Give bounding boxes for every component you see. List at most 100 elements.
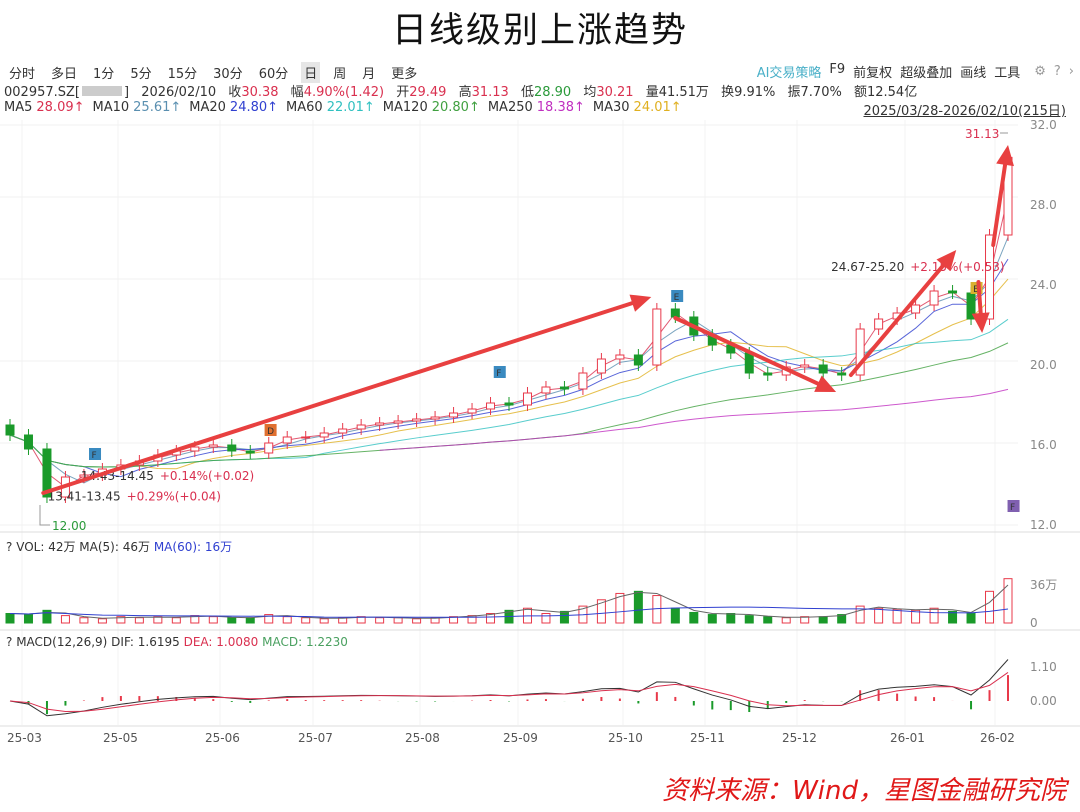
macd-header: ? MACD(12,26,9) DIF: 1.6195 DEA: 1.0080 … <box>6 635 348 649</box>
high-price-label: 31.13 <box>965 127 999 141</box>
candle-body <box>929 290 939 306</box>
x-axis-tick: 25-03 <box>7 731 42 745</box>
volume-bar <box>23 614 33 624</box>
candle-body <box>578 372 588 390</box>
signal-marker-label: E <box>674 293 680 303</box>
candle-body <box>486 402 496 410</box>
quote-line: 002957.SZ[] 2026/02/10 收30.38 幅4.90%(1.4… <box>4 85 918 100</box>
macd-axis-tick: 0.00 <box>1030 694 1057 708</box>
toolbar-item[interactable]: 画线 <box>960 66 987 81</box>
ma-label: MA20 <box>189 100 226 115</box>
toolbar-item[interactable]: 前复权 <box>853 66 893 81</box>
candle-body <box>744 352 754 374</box>
period-tab[interactable]: 更多 <box>391 67 418 82</box>
range-annotation: 14.43-14.45 +0.14%(+0.02) <box>81 469 254 483</box>
volume-bar <box>79 617 89 624</box>
range-annotation: 13.41-13.45 +0.29%(+0.04) <box>48 489 221 503</box>
period-tab[interactable]: 月 <box>362 67 376 82</box>
candle-body <box>282 436 292 444</box>
period-tab[interactable]: 分时 <box>9 67 36 82</box>
candle-body <box>948 290 958 294</box>
volume-bar <box>763 616 773 624</box>
volume-bar <box>615 592 625 624</box>
ma-value: 20.80↑ <box>431 100 480 115</box>
trend-arrow-head <box>936 250 957 272</box>
volume-ma60-line <box>9 606 1009 618</box>
period-tab[interactable]: 15分 <box>167 67 198 82</box>
ma-label: MA60 <box>286 100 323 115</box>
range-annotation: 24.67-25.20 +2.15%(+0.53) <box>831 260 1004 274</box>
candle-body <box>449 412 459 418</box>
volume-bar <box>874 607 884 624</box>
volume-bar <box>818 616 828 624</box>
toolbar-items: AI交易策略 F9 前复权 超级叠加 画线 工具 <box>757 62 1021 81</box>
x-axis-tick: 25-07 <box>298 731 333 745</box>
source-note: 资料来源：Wind，星图金融研究院 <box>662 776 1066 806</box>
signal-marker-label: F <box>92 451 97 461</box>
volume-bar <box>929 607 939 624</box>
help-icon[interactable]: ? <box>1053 64 1061 79</box>
candle-body <box>430 416 440 420</box>
trend-arrow <box>848 263 946 377</box>
toolbar-item[interactable]: 超级叠加 <box>900 66 953 81</box>
close-value: 30.38 <box>241 85 279 100</box>
trend-arrow-head <box>996 145 1014 167</box>
period-tab[interactable]: 60分 <box>258 67 289 82</box>
volume-value: 量41.51万 <box>645 85 709 100</box>
ma-value: 18.38↑ <box>536 100 585 115</box>
ma-value: 22.01↑ <box>326 100 375 115</box>
toolbar-item[interactable]: 工具 <box>994 66 1021 81</box>
x-axis-tick: 25-11 <box>690 731 725 745</box>
macd-dif-line <box>9 659 1009 717</box>
trend-arrow <box>976 280 983 316</box>
period-tab[interactable]: 1分 <box>93 67 115 82</box>
ma-value: 28.09↑ <box>36 100 85 115</box>
candle-body <box>911 304 921 314</box>
period-tab[interactable]: 5分 <box>130 67 152 82</box>
volume-bar <box>449 616 459 624</box>
signal-marker-label: D <box>267 427 274 437</box>
price-axis-tick: 20.0 <box>1030 358 1057 372</box>
gear-icon[interactable]: ⚙ <box>1034 64 1046 79</box>
stock-code: 002957.SZ[] <box>4 85 130 100</box>
candle-body <box>375 422 385 426</box>
period-tab[interactable]: 日 <box>301 62 321 83</box>
price-axis-tick: 32.0 <box>1030 118 1057 132</box>
signal-marker <box>671 290 684 302</box>
volume-axis-tick: 0 <box>1030 616 1038 630</box>
candle-body <box>874 318 884 330</box>
candle-body <box>42 448 52 498</box>
volume-bar <box>116 616 126 624</box>
x-axis-tick: 26-02 <box>980 731 1015 745</box>
page-title: 日线级别上涨趋势 <box>391 11 688 51</box>
volume-bar <box>985 590 995 624</box>
signal-marker-label: E <box>973 285 979 295</box>
ma-line <box>9 278 1009 470</box>
chevron-right-icon[interactable]: › <box>1068 64 1074 79</box>
volume-bar <box>97 618 107 624</box>
signal-marker <box>493 366 506 378</box>
toolbar-item[interactable]: AI交易策略 <box>756 66 822 81</box>
volume-bar <box>781 617 791 624</box>
x-axis-tick: 25-10 <box>608 731 643 745</box>
x-axis-tick: 25-06 <box>205 731 240 745</box>
period-tab[interactable]: 30分 <box>213 67 243 82</box>
candle-body <box>5 424 15 436</box>
candle-body <box>837 372 847 376</box>
period-tab[interactable]: 周 <box>333 67 347 82</box>
trend-arrow <box>673 316 820 386</box>
date-range-selector[interactable]: 2025/03/28-2026/02/10(215日) <box>863 104 1066 119</box>
toolbar-item[interactable]: F9 <box>829 62 846 77</box>
volume-bar <box>892 608 902 624</box>
ma-value: 25.61↑ <box>133 100 182 115</box>
volume-bar <box>744 615 754 624</box>
ma-label: MA250 <box>487 100 533 115</box>
period-tab[interactable]: 多日 <box>51 67 78 82</box>
ma-label: MA30 <box>592 100 630 115</box>
signal-marker-label: F <box>496 369 501 379</box>
volume-bar <box>208 616 218 624</box>
candle-body <box>79 474 89 478</box>
candle-body <box>504 402 514 406</box>
candle-body <box>23 434 33 450</box>
